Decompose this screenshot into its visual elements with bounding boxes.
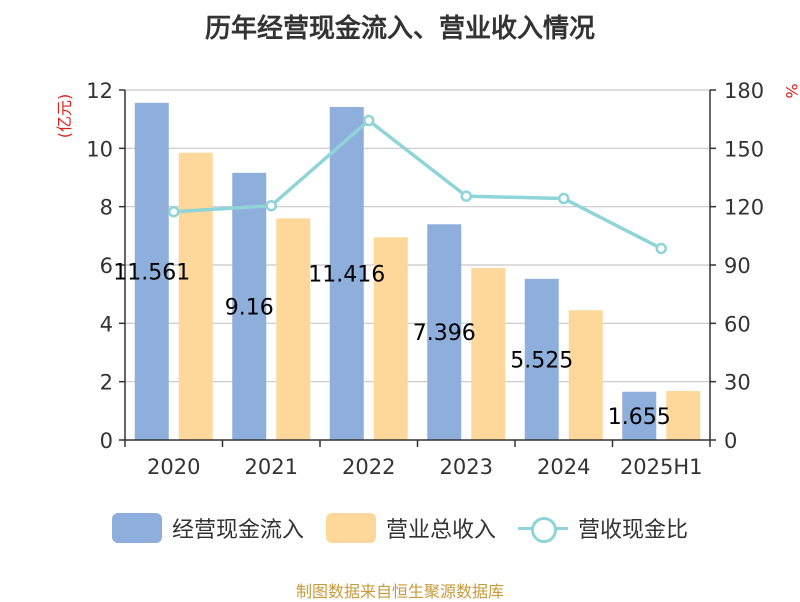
data-label-cash-inflow: 9.16 <box>225 295 274 320</box>
data-labels: 11.561 9.16 11.416 7.396 5.525 1.655 <box>113 260 670 429</box>
legend-label-revenue: 营业总收入 <box>385 518 496 543</box>
data-label-cash-inflow: 1.655 <box>608 405 671 430</box>
legend-label-ratio: 营收现金比 <box>578 518 689 543</box>
right-tick-label: 180 <box>724 79 764 103</box>
ratio-point <box>460 190 472 202</box>
ratio-point <box>363 114 375 127</box>
bar-revenue <box>178 152 213 441</box>
right-tick-label: 150 <box>724 137 764 161</box>
ratio-point <box>168 205 180 218</box>
bar-revenue <box>568 310 603 440</box>
grid-lines <box>125 89 710 383</box>
chart-title: 历年经营现金流入、营业收入情况 <box>204 14 595 44</box>
legend-swatch-ratio <box>518 513 568 543</box>
bar-revenue <box>666 391 701 440</box>
legend-item-ratio[interactable]: 营收现金比 <box>518 512 688 544</box>
left-tick-label: 2 <box>100 371 113 395</box>
data-label-cash-inflow: 11.416 <box>308 263 385 288</box>
left-tick-label: 8 <box>100 196 113 220</box>
right-axis-unit: % <box>782 83 800 98</box>
bar-cash-inflow <box>134 102 169 440</box>
right-tick-label: 0 <box>724 429 737 453</box>
legend-swatch-revenue <box>325 513 376 543</box>
legend-item-revenue[interactable]: 营业总收入 <box>325 512 496 544</box>
ratio-point <box>558 192 570 205</box>
left-axis-unit: (亿元) <box>55 94 74 139</box>
bar-cash-inflow <box>427 224 462 440</box>
bar-cash-inflow <box>524 278 559 440</box>
source-note: 制图数据来自恒生聚源数据库 <box>295 582 504 601</box>
bars <box>134 102 701 441</box>
right-tick-label: 60 <box>724 312 751 336</box>
left-tick-label: 12 <box>86 79 113 103</box>
left-tick-label: 0 <box>100 429 113 453</box>
right-tick-label: 90 <box>724 254 751 278</box>
x-tick-label: 2023 <box>440 455 493 479</box>
left-tick-label: 4 <box>100 312 113 336</box>
legend: 经营现金流入 营业总收入 营收现金比 <box>0 512 800 544</box>
ratio-point <box>265 199 277 212</box>
ratio-point <box>655 242 667 255</box>
x-tick-label: 2021 <box>245 455 298 479</box>
legend-item-cash-inflow[interactable]: 经营现金流入 <box>111 512 304 544</box>
x-tick-label: 2024 <box>537 455 590 479</box>
legend-label-cash-inflow: 经营现金流入 <box>171 518 304 543</box>
bar-cash-inflow <box>232 172 267 441</box>
bar-cash-inflow <box>329 107 364 441</box>
bar-revenue <box>373 237 408 440</box>
bar-cash-inflow <box>622 391 657 440</box>
right-tick-label: 120 <box>724 196 764 220</box>
right-tick-label: 30 <box>724 371 751 395</box>
left-tick-label: 10 <box>86 137 113 161</box>
x-tick-label: 2025H1 <box>620 455 703 479</box>
x-tick-label: 2022 <box>342 455 395 479</box>
bar-revenue <box>471 267 506 440</box>
legend-swatch-cash-inflow <box>111 513 162 543</box>
data-label-cash-inflow: 5.525 <box>510 348 573 373</box>
x-tick-label: 2020 <box>147 455 200 479</box>
data-label-cash-inflow: 7.396 <box>413 321 476 346</box>
data-label-cash-inflow: 11.561 <box>113 260 190 285</box>
left-tick-label: 6 <box>100 254 113 278</box>
ratio-line <box>168 114 667 255</box>
ratio-line-path <box>173 118 663 251</box>
bar-revenue <box>276 218 311 440</box>
